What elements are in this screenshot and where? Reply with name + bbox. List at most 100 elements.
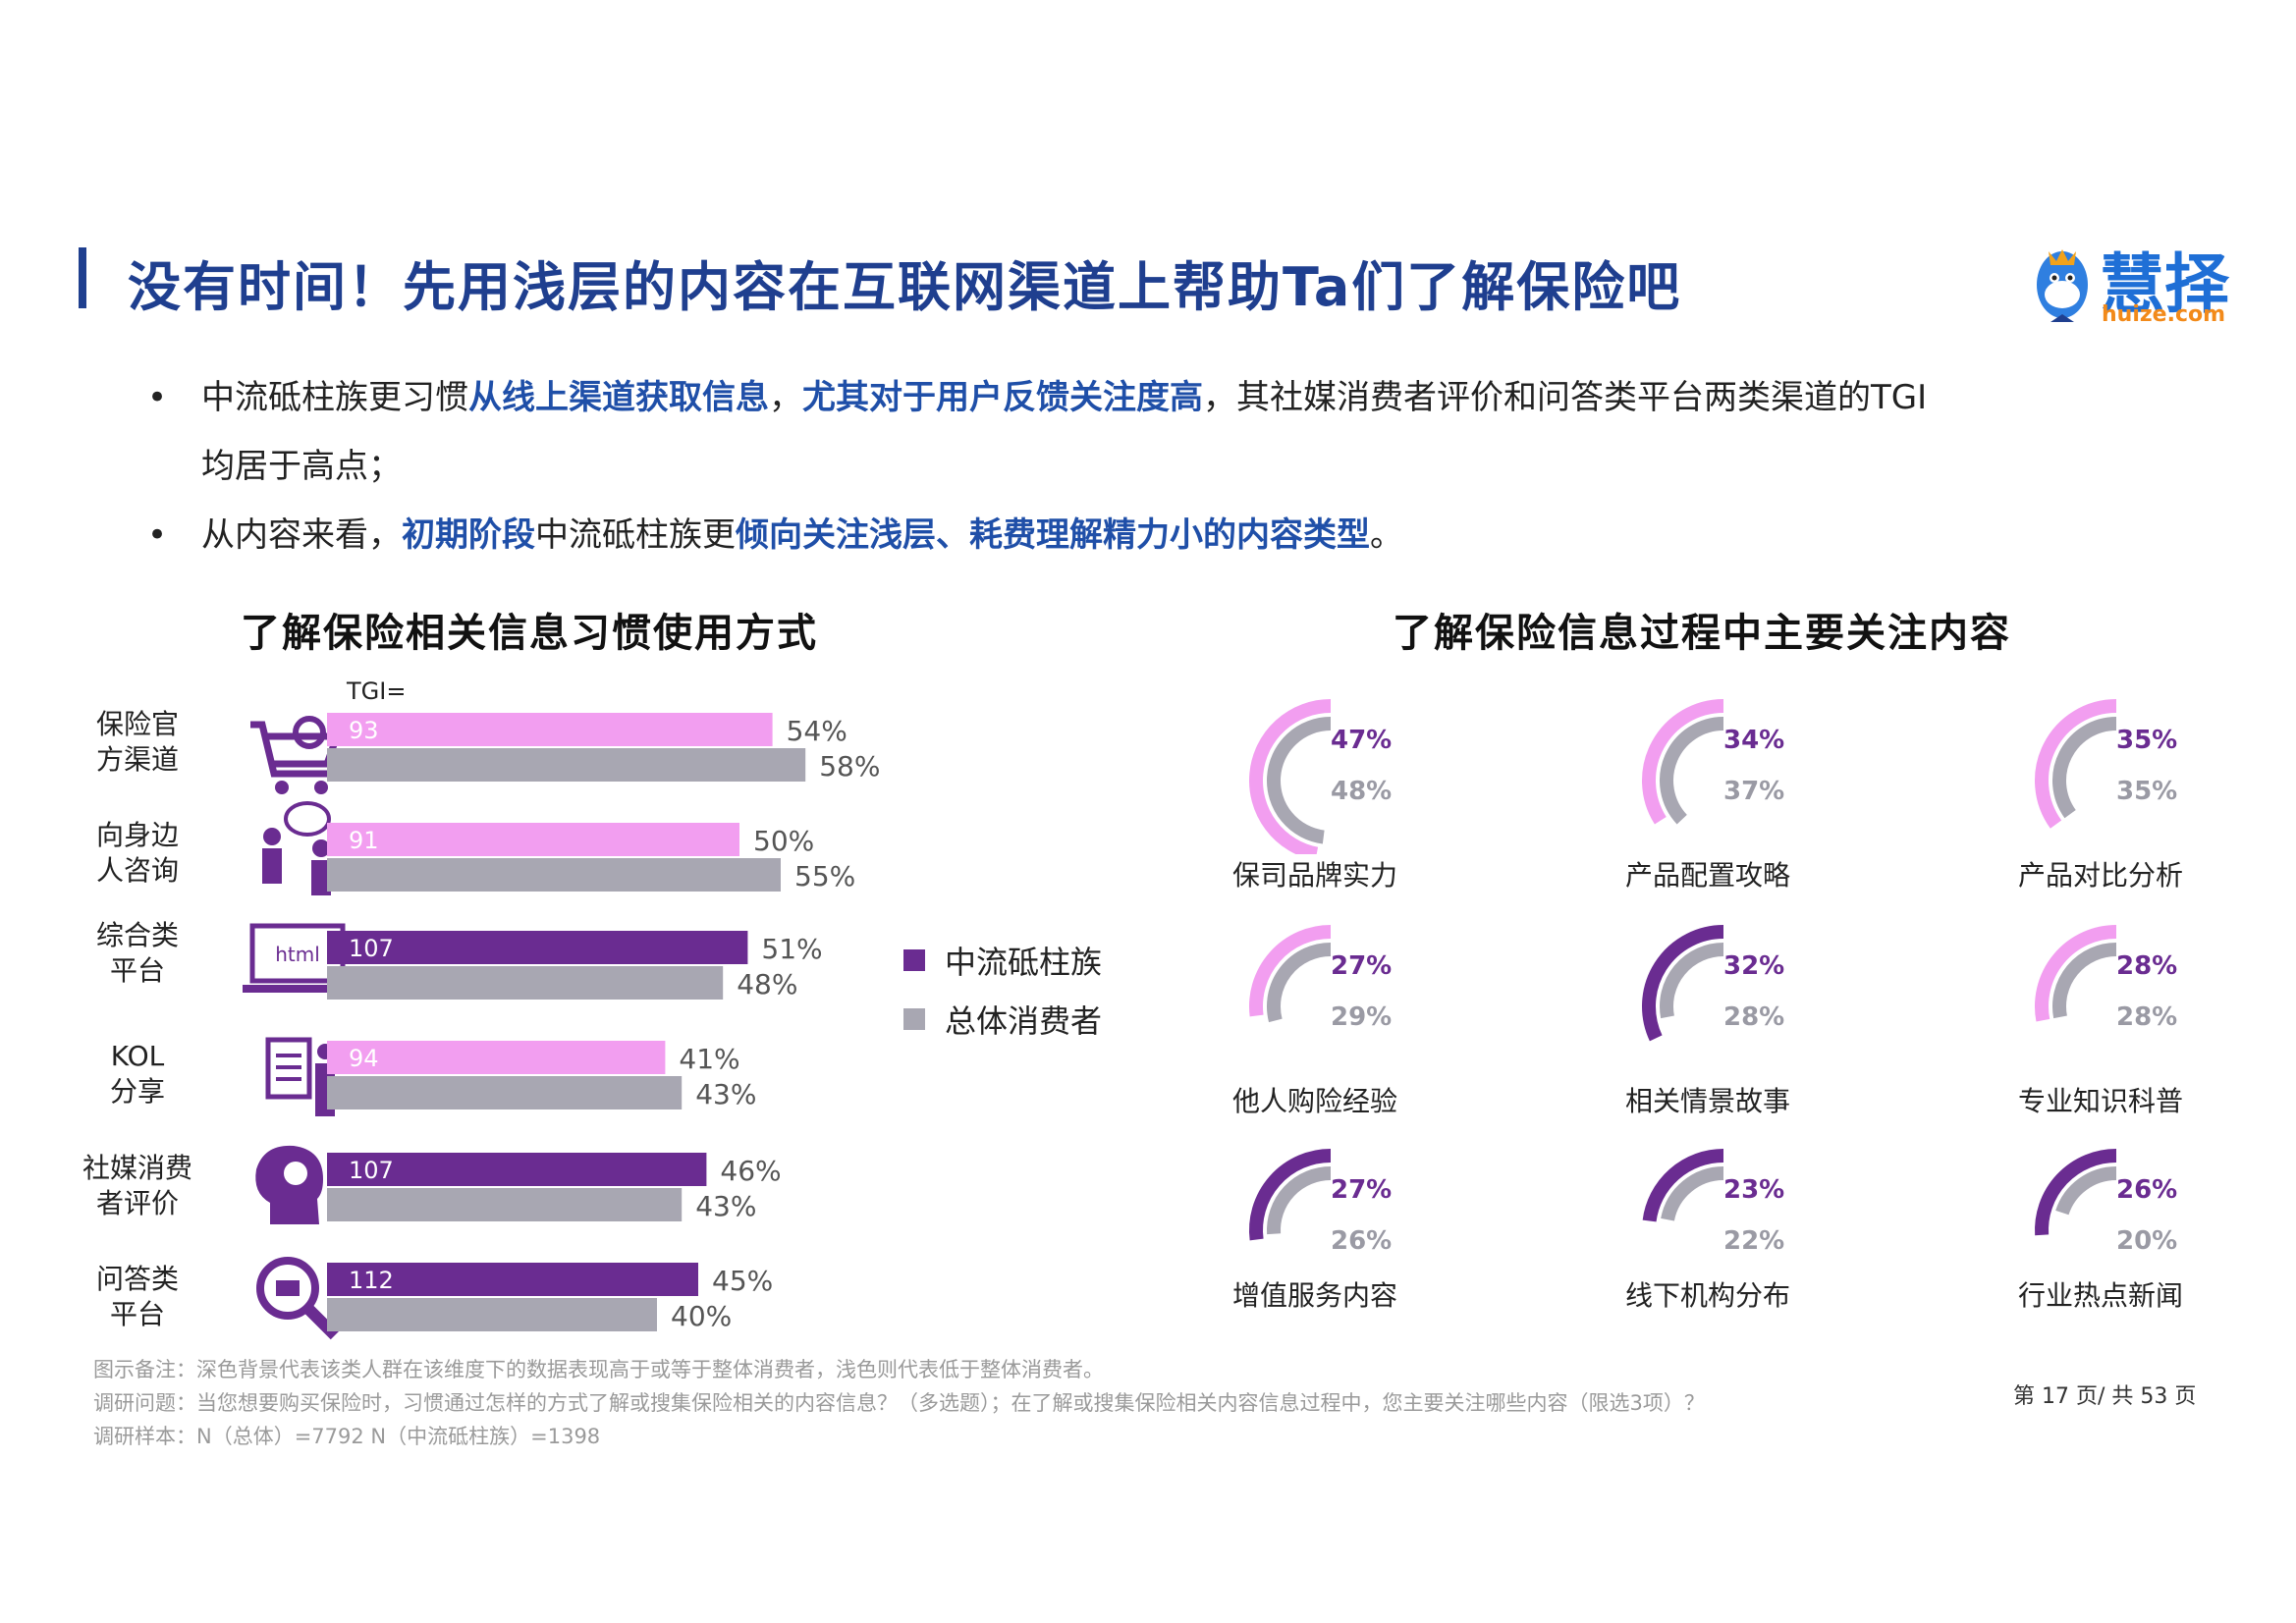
people-chat-icon (262, 801, 331, 895)
radial-bar-5: 32% 28% (1642, 925, 1784, 1042)
radial-core-arc-1 (1249, 699, 1332, 854)
logo-name: 慧择 (2100, 246, 2229, 322)
content-item-2: 34% 37% 产品配置攻略 (1625, 687, 1920, 893)
bar-total-label-2: 55% (794, 860, 855, 893)
radial-total-arc-1 (1267, 717, 1332, 844)
radial-total-arc-8 (1661, 1166, 1724, 1221)
bar-core-label-5: 46% (720, 1155, 781, 1187)
legend-swatch-core (903, 949, 925, 971)
content-item-label-5: 相关情景故事 (1625, 1085, 1791, 1117)
bar-total-2 (327, 858, 781, 892)
page-indicator: 第 17 页/ 共 53 页 (2013, 1384, 2197, 1409)
category-label-6: 问答类 平台 (95, 1263, 179, 1330)
title-accent-bar (79, 247, 86, 308)
category-label-3: 综合类 平台 (95, 919, 179, 987)
bar-core-label-3: 51% (761, 933, 822, 965)
radial-core-label-2: 34% (1723, 726, 1784, 755)
content-item-label-3: 产品对比分析 (2018, 859, 2184, 892)
head-lightbulb-icon (255, 1145, 323, 1224)
radial-bar-3: 35% 35% (2035, 699, 2177, 829)
content-item-label-1: 保司品牌实力 (1232, 859, 1398, 892)
bar-total-4 (327, 1076, 683, 1109)
radial-total-arc-5 (1660, 943, 1724, 1019)
channel-bar-chart: TGI= 保险官 方渠道 向身边 人咨询 综合类 平台 KOL 分享 社媒消费 … (59, 677, 1218, 1345)
footnote-question: 调研问题：当您想要购买保险时，习惯通过怎样的方式了解或搜集保险相关的内容信息？（… (93, 1391, 1705, 1415)
tgi-label: TGI= (347, 677, 407, 705)
bar-plot-area: 93 54%58%91 50%55%107 51%48%94 41%43%107 46%4… (327, 713, 880, 1332)
bullet-1-continuation: 均居于高点； (201, 447, 402, 486)
radial-core-arc-2 (1642, 699, 1724, 825)
legend: 中流砥柱族 总体消费者 (903, 938, 1102, 1055)
bar-core-4 (327, 1041, 666, 1074)
bar-total-label-4: 43% (695, 1078, 756, 1110)
bar-total-label-3: 48% (737, 968, 797, 1001)
radial-core-label-1: 47% (1331, 726, 1392, 755)
footnotes: 图示备注：深色背景代表该类人群在该维度下的数据表现高于或等于整体消费者，浅色则代… (93, 1353, 1705, 1453)
bar-core-6 (327, 1263, 698, 1296)
radial-bar-1: 47% 48% (1249, 699, 1392, 854)
content-item-label-9: 行业热点新闻 (2018, 1279, 2184, 1312)
tgi-value-3: 107 (349, 935, 394, 962)
bar-total-3 (327, 966, 724, 1000)
content-item-7: 27% 26% 增值服务内容 (1232, 1137, 1527, 1343)
radial-core-arc-9 (2035, 1149, 2117, 1236)
radial-total-arc-9 (2055, 1166, 2117, 1216)
radial-total-label-1: 48% (1331, 777, 1392, 806)
category-label-2: 向身边 人咨询 (95, 819, 179, 887)
radial-total-label-7: 26% (1331, 1226, 1392, 1256)
radial-total-arc-7 (1267, 1166, 1332, 1235)
radial-core-label-5: 32% (1723, 951, 1784, 981)
bar-total-5 (327, 1188, 683, 1221)
bullet-1: • 中流砥柱族更习惯从线上渠道获取信息，尤其对于用户反馈关注度高，其社媒消费者评… (147, 363, 2229, 432)
radial-core-label-3: 35% (2116, 726, 2177, 755)
radial-core-arc-7 (1249, 1149, 1332, 1241)
bullet-2: • 从内容来看，初期阶段中流砥柱族更倾向关注浅层、耗费理解精力小的内容类型。 (147, 501, 2229, 569)
bar-core-label-4: 41% (679, 1043, 739, 1075)
content-item-label-7: 增值服务内容 (1232, 1279, 1398, 1312)
content-item-label-8: 线下机构分布 (1625, 1279, 1791, 1312)
bar-core-5 (327, 1153, 707, 1186)
radial-total-arc-3 (2052, 717, 2117, 819)
bar-core-label-6: 45% (712, 1265, 773, 1297)
tgi-value-1: 93 (349, 717, 379, 744)
tgi-value-2: 91 (349, 827, 379, 854)
radial-core-arc-4 (1249, 925, 1332, 1017)
content-item-8: 23% 22% 线下机构分布 (1625, 1137, 1920, 1343)
page-title: 没有时间！先用浅层的内容在互联网渠道上帮助Ta们了解保险吧 (128, 256, 1682, 318)
bar-total-6 (327, 1298, 657, 1331)
radial-core-label-9: 26% (2116, 1175, 2177, 1205)
radial-bar-2: 34% 37% (1642, 699, 1784, 825)
radial-bar-4: 27% 29% (1249, 925, 1392, 1032)
radial-total-label-8: 22% (1723, 1226, 1784, 1256)
bar-core-2 (327, 823, 739, 856)
content-item-label-6: 专业知识科普 (2018, 1085, 2184, 1117)
radial-total-label-6: 28% (2116, 1002, 2177, 1032)
radial-total-label-3: 35% (2116, 777, 2177, 806)
logo-domain: huize.com (2102, 302, 2226, 327)
radial-core-label-8: 23% (1723, 1175, 1784, 1205)
category-label-1: 保险官 方渠道 (95, 708, 179, 776)
content-item-5: 32% 28% 相关情景故事 (1625, 913, 1920, 1119)
radial-total-arc-6 (2052, 943, 2117, 1019)
legend-item-total: 总体消费者 (903, 997, 1102, 1042)
bar-total-label-5: 43% (695, 1190, 756, 1222)
tgi-value-6: 112 (349, 1267, 394, 1294)
content-item-9: 26% 20% 行业热点新闻 (2018, 1137, 2296, 1343)
radial-core-label-7: 27% (1331, 1175, 1392, 1205)
footnote-legend-note: 图示备注：深色背景代表该类人群在该维度下的数据表现高于或等于整体消费者，浅色则代… (93, 1358, 1104, 1381)
radial-core-label-4: 27% (1331, 951, 1392, 981)
radial-total-label-2: 37% (1723, 777, 1784, 806)
radial-total-arc-4 (1267, 943, 1332, 1023)
radial-core-arc-6 (2035, 925, 2117, 1022)
tgi-value-5: 107 (349, 1157, 394, 1184)
legend-item-core: 中流砥柱族 (903, 938, 1102, 983)
tgi-value-4: 94 (349, 1045, 379, 1072)
radial-bar-8: 23% 22% (1642, 1149, 1784, 1256)
footnote-sample: 调研样本：N（总体）=7792 N（中流砥柱族）=1398 (93, 1425, 601, 1448)
huize-logo-icon (2037, 249, 2088, 322)
svg-text:html: html (275, 943, 320, 966)
radial-bar-9: 26% 20% (2035, 1149, 2177, 1256)
radial-core-arc-5 (1642, 925, 1724, 1042)
content-item-label-4: 他人购险经验 (1232, 1085, 1398, 1117)
content-item-label-2: 产品配置攻略 (1625, 859, 1791, 892)
